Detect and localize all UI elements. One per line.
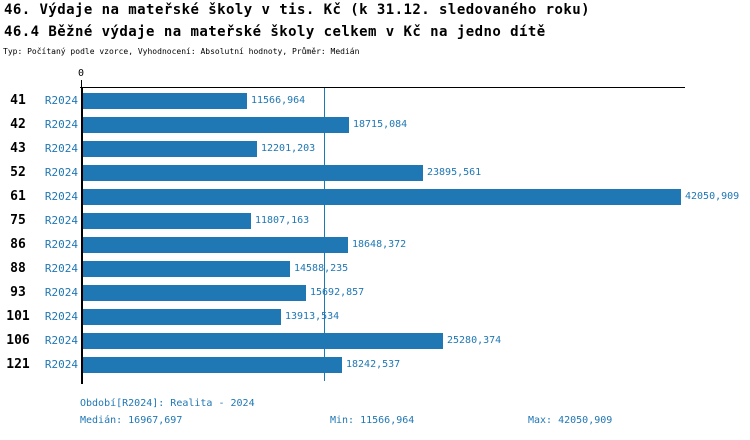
row-category-label: 101 — [6, 309, 30, 324]
footer-min-label: Min: 11566,964 — [330, 415, 415, 426]
row-category-label: 75 — [10, 213, 26, 228]
row-series-label: R2024 — [44, 358, 78, 371]
bar-value-label: 15692,857 — [310, 287, 365, 298]
row-category-label: 42 — [10, 117, 26, 132]
bar-value-label: 14588,235 — [294, 263, 349, 274]
bar — [83, 285, 306, 301]
chart-row: 93 R2024 15692,857 — [0, 285, 750, 301]
bar-value-label: 18242,537 — [346, 359, 401, 370]
row-category-label: 43 — [10, 141, 26, 156]
bar-value-label: 18648,372 — [352, 239, 407, 250]
bar — [83, 237, 348, 253]
chart-row: 41 R2024 11566,964 — [0, 93, 750, 109]
row-category-label: 86 — [10, 237, 26, 252]
x-axis-zero-tick — [81, 80, 82, 87]
bar — [83, 117, 349, 133]
chart-row: 88 R2024 14588,235 — [0, 261, 750, 277]
chart-row: 86 R2024 18648,372 — [0, 237, 750, 253]
row-series-label: R2024 — [44, 286, 78, 299]
row-series-label: R2024 — [44, 310, 78, 323]
row-category-label: 121 — [6, 357, 30, 372]
bar — [83, 357, 342, 373]
chart-row: 75 R2024 11807,163 — [0, 213, 750, 229]
row-series-label: R2024 — [44, 118, 78, 131]
chart-row: 61 R2024 42050,909 — [0, 189, 750, 205]
row-category-label: 61 — [10, 189, 26, 204]
row-series-label: R2024 — [44, 262, 78, 275]
chart-subtitle: 46.4 Běžné výdaje na mateřské školy celk… — [4, 24, 546, 40]
footer-max-label: Max: 42050,909 — [528, 415, 613, 426]
bar-value-label: 42050,909 — [685, 191, 740, 202]
bar — [83, 309, 281, 325]
bar — [83, 93, 247, 109]
bar — [83, 141, 257, 157]
chart-row: 106 R2024 25280,374 — [0, 333, 750, 349]
row-series-label: R2024 — [44, 94, 78, 107]
row-series-label: R2024 — [44, 166, 78, 179]
bar — [83, 165, 423, 181]
footer-period-label: Období[R2024]: Realita - 2024 — [80, 398, 255, 409]
chart-row: 101 R2024 13913,534 — [0, 309, 750, 325]
row-series-label: R2024 — [44, 334, 78, 347]
row-category-label: 88 — [10, 261, 26, 276]
bar — [83, 213, 251, 229]
bar-value-label: 23895,561 — [427, 167, 482, 178]
bar-value-label: 25280,374 — [447, 335, 502, 346]
chart-row: 52 R2024 23895,561 — [0, 165, 750, 181]
bar-chart: 0 41 R2024 11566,964 42 R2024 18715,084 43 R202… — [0, 68, 750, 387]
chart-row: 121 R2024 18242,537 — [0, 357, 750, 373]
bar-value-label: 13913,534 — [285, 311, 340, 322]
chart-row: 42 R2024 18715,084 — [0, 117, 750, 133]
row-category-label: 106 — [6, 333, 30, 348]
row-series-label: R2024 — [44, 190, 78, 203]
x-axis-line — [80, 87, 685, 88]
row-category-label: 93 — [10, 285, 26, 300]
bar-value-label: 11807,163 — [255, 215, 310, 226]
row-series-label: R2024 — [44, 238, 78, 251]
bar-value-label: 11566,964 — [251, 95, 306, 106]
chart-row: 43 R2024 12201,203 — [0, 141, 750, 157]
row-category-label: 41 — [10, 93, 26, 108]
bar — [83, 333, 443, 349]
bar-value-label: 12201,203 — [261, 143, 316, 154]
chart-meta-line: Typ: Počítaný podle vzorce, Vyhodnocení:… — [3, 47, 360, 56]
bar-value-label: 18715,084 — [353, 119, 408, 130]
x-axis-zero-label: 0 — [77, 68, 85, 79]
row-category-label: 52 — [10, 165, 26, 180]
bar — [83, 189, 681, 205]
y-axis-line — [81, 87, 83, 384]
chart-title: 46. Výdaje na mateřské školy v tis. Kč (… — [4, 2, 590, 18]
footer-median-label: Medián: 16967,697 — [80, 415, 183, 426]
median-line — [324, 88, 325, 381]
row-series-label: R2024 — [44, 142, 78, 155]
bar — [83, 261, 290, 277]
row-series-label: R2024 — [44, 214, 78, 227]
